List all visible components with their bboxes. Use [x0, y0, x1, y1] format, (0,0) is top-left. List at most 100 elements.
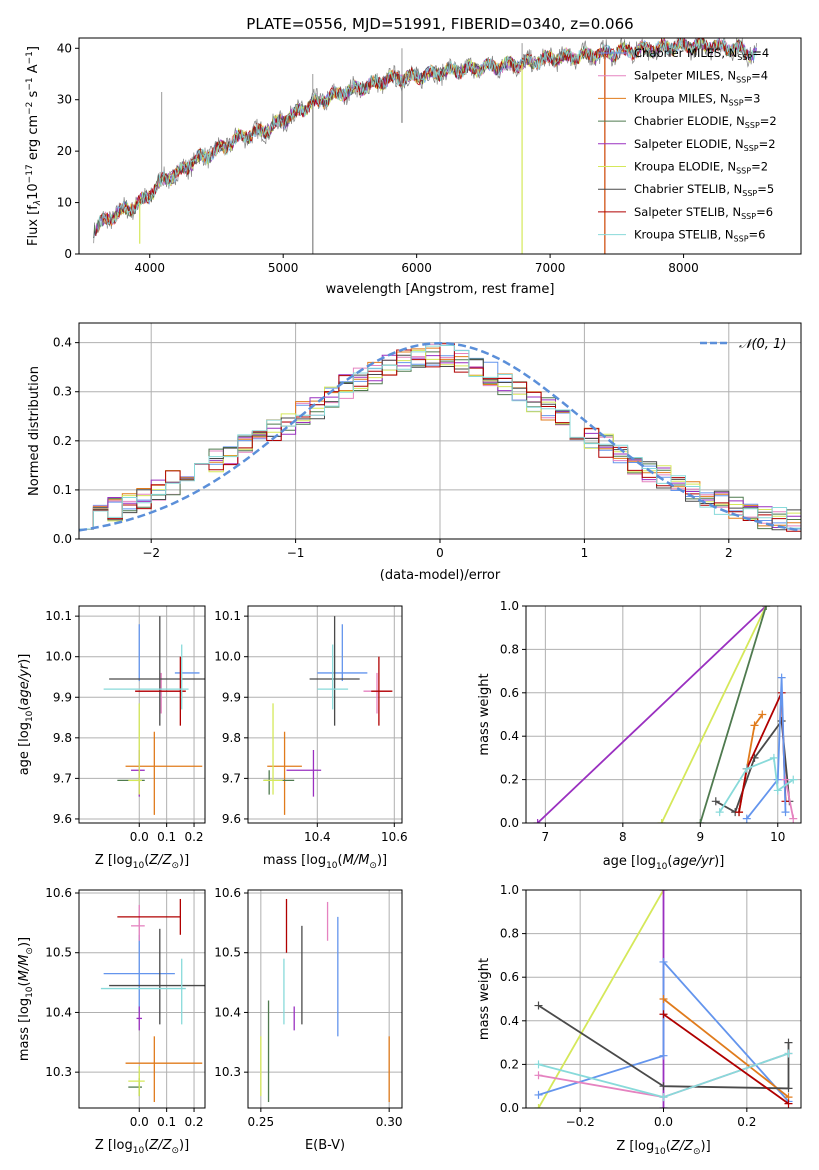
- plot-area: [93, 38, 758, 254]
- mass-vs-EBV-ytick-label: 10.6: [214, 886, 241, 900]
- legend-entry: 𝒩(0, 1): [739, 337, 786, 352]
- series-salpeter-elodie-marker: [659, 1104, 668, 1108]
- series-chabrier-elodie-marker: [762, 606, 771, 610]
- mass-vs-Z-panel: 0.0 0.1 0.2 10.3 10.4 10.5 10.6 Z [log10(Z/Z⊙)]…: [17, 886, 206, 1156]
- mass-weight-vs-Z-ytick-label: 0.2: [500, 1057, 519, 1071]
- spectrum-ytick-label: 20: [57, 144, 72, 158]
- age-vs-mass-xtick-label: 10.6: [381, 830, 408, 844]
- mass-weight-vs-age-ytick-label: 0.2: [500, 773, 519, 787]
- mass-vs-EBV-ytick-label: 10.5: [214, 946, 241, 960]
- age-vs-Z-panel: 0.0 0.1 0.2 9.6 9.7 9.8 9.9 10.0 10.1 Z [log10(Z/…: [17, 605, 206, 871]
- x-axis-label: (data-model)/error: [380, 568, 501, 583]
- legend-entry: Salpeter MILES, NSSP=4: [634, 69, 768, 85]
- y-axis-label: mass weight: [477, 958, 492, 1040]
- series-kroupa-miles-marker: [750, 721, 759, 730]
- age-vs-Z-ytick-label: 9.8: [53, 731, 72, 745]
- residuals-frame: [78, 322, 802, 540]
- spectrum-xtick-label: 7000: [535, 261, 566, 275]
- residuals-ytick-label: 0.4: [53, 336, 72, 350]
- series-salpeter-elodie: [536, 606, 767, 823]
- mass-weight-vs-age-ytick-label: 0.8: [500, 642, 519, 656]
- age-vs-mass-ytick-label: 9.6: [222, 812, 241, 826]
- mass-vs-Z-ytick-label: 10.6: [45, 886, 72, 900]
- mass-vs-Z-ytick-label: 10.5: [45, 946, 72, 960]
- series-kroupa-stelib-marker: [773, 786, 782, 795]
- spectrum-legend: Chabrier MILES, NSSP=4 Salpeter MILES, NS…: [598, 46, 777, 244]
- figure-title: PLATE=0556, MJD=51991, FIBERID=0340, z=0…: [246, 15, 633, 33]
- spectrum-ytick-label: 30: [57, 93, 72, 107]
- residuals-ytick-label: 0.0: [53, 532, 72, 546]
- series-chabrier-miles-marker: [777, 673, 786, 682]
- residuals-ytick-label: 0.3: [53, 385, 72, 399]
- mass-weight-vs-Z-ytick-label: 0.4: [500, 1014, 519, 1028]
- mass-vs-EBV-ytick-label: 10.4: [214, 1005, 241, 1019]
- residuals-xtick-label: 0: [436, 546, 444, 560]
- mass-weight-vs-age-xtick-label: 9: [696, 830, 704, 844]
- y-axis-label: age [log10(age/yr)]: [17, 654, 35, 776]
- series-salpeter-miles: [784, 779, 795, 819]
- spectrum-panel: 4000 5000 6000 7000 8000 0 10 20 30 40 wavelength …: [25, 37, 802, 297]
- spectrum-xtick-label: 6000: [401, 261, 432, 275]
- series-chabrier-miles: [746, 677, 787, 820]
- histogram-kroupa-stelib: [79, 345, 801, 539]
- x-axis-label: Z [log10(Z/Z⊙)]: [95, 853, 189, 871]
- series-chabrier-stelib-marker: [534, 1001, 543, 1010]
- mass-weight-vs-Z-ytick-label: 0.0: [500, 1101, 519, 1115]
- legend-entry: Salpeter STELIB, NSSP=6: [634, 205, 773, 221]
- mass-weight-vs-age-ytick-label: 0.6: [500, 686, 519, 700]
- y-axis-label: mass [log10(M/M⊙)]: [17, 937, 35, 1061]
- residuals-xtick-label: −2: [142, 546, 160, 560]
- mass-weight-vs-age-ytick-label: 1.0: [500, 599, 519, 613]
- legend-entry: Kroupa ELODIE, NSSP=2: [634, 160, 768, 176]
- series-kroupa-elodie: [537, 890, 665, 1108]
- series-kroupa-stelib-marker: [715, 808, 724, 817]
- mass-vs-EBV-panel: 0.25 0.30 10.3 10.4 10.5 10.6 E(B-V): [214, 886, 402, 1153]
- mass-vs-Z-xtick-label: 0.2: [184, 1115, 203, 1129]
- legend-entry: Kroupa MILES, NSSP=3: [634, 91, 760, 107]
- series-chabrier-stelib-marker: [711, 797, 720, 806]
- spectrum-xtick-label: 8000: [668, 261, 699, 275]
- mass-vs-EBV-frame: [247, 889, 403, 1109]
- age-vs-Z-xtick-label: 0.0: [130, 830, 149, 844]
- panels: 4000 5000 6000 7000 8000010203040wavelength …: [17, 37, 802, 1157]
- mass-weight-vs-Z-ytick-label: 0.8: [500, 927, 519, 941]
- gaussian-curve: [79, 341, 801, 532]
- age-vs-mass-ytick-label: 9.8: [222, 731, 241, 745]
- plot-area: [533, 606, 798, 823]
- mass-weight-vs-age-xtick-label: 7: [542, 830, 550, 844]
- legend-entry: Chabrier MILES, NSSP=4: [634, 46, 769, 62]
- series-kroupa-stelib-marker: [789, 775, 798, 784]
- mass-weight-vs-Z-frame: [525, 889, 802, 1109]
- series-salpeter-elodie-marker: [533, 819, 542, 823]
- mass-weight-vs-age-xtick-label: 8: [619, 830, 627, 844]
- series-kroupa-stelib-marker: [742, 764, 751, 773]
- x-axis-label: age [log10(age/yr)]: [603, 854, 725, 872]
- age-vs-Z-ytick-label: 9.6: [53, 812, 72, 826]
- x-axis-label: mass [log10(M/M⊙)]: [263, 853, 387, 871]
- series-salpeter-stelib-marker: [784, 1099, 793, 1108]
- model-spectrum-kroupa-stelib: [97, 38, 757, 233]
- series-chabrier-miles: [538, 959, 790, 1103]
- x-axis-label: Z [log10(Z/Z⊙)]: [95, 1138, 189, 1156]
- age-vs-Z-ytick-label: 10.1: [45, 609, 72, 623]
- spectrum-xtick-label: 4000: [134, 261, 165, 275]
- series-kroupa-elodie-marker: [657, 819, 666, 823]
- series-salpeter-elodie-marker: [659, 890, 668, 894]
- residuals-ytick-label: 0.2: [53, 434, 72, 448]
- age-vs-mass-ytick-label: 10.1: [214, 609, 241, 623]
- x-axis-label: wavelength [Angstrom, rest frame]: [326, 282, 555, 297]
- y-axis-label: mass weight: [477, 673, 492, 755]
- plot-area: [534, 890, 793, 1108]
- series-chabrier-miles-marker: [659, 1051, 668, 1060]
- mass-vs-EBV-ytick-label: 10.3: [214, 1065, 241, 1079]
- mass-weight-vs-age-frame: [525, 605, 802, 824]
- residuals-xtick-label: 2: [725, 546, 733, 560]
- mass-weight-vs-age-ytick-label: 0.0: [500, 816, 519, 830]
- mass-weight-vs-Z-panel: −0.2 0.0 0.2 0.0 0.2 0.4 0.6 0.8 1.0 Z [log10(Z/Z…: [477, 883, 802, 1157]
- mass-vs-EBV-xtick-label: 0.25: [247, 1115, 274, 1129]
- age-vs-mass-ytick-label: 9.7: [222, 771, 241, 785]
- age-vs-mass-ytick-label: 9.9: [222, 690, 241, 704]
- series-chabrier-miles-marker: [781, 808, 790, 817]
